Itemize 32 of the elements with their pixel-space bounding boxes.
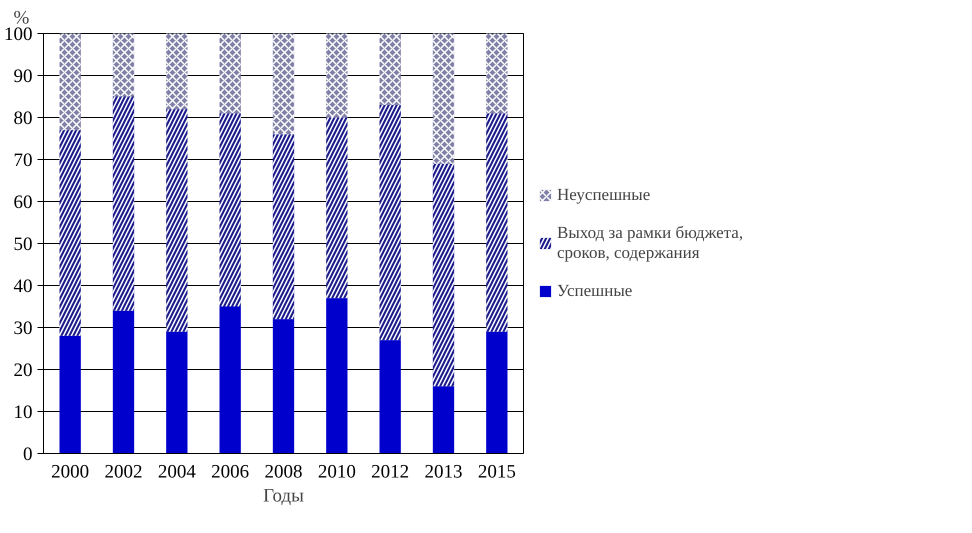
- y-tick-label: 40: [14, 276, 32, 297]
- y-tick-label: 50: [14, 234, 32, 255]
- y-tick-label: 30: [14, 318, 32, 339]
- legend-label: Выход за рамки бюджета, сроков, содержания: [557, 223, 744, 263]
- x-axis-title: Годы: [263, 486, 304, 506]
- y-tick-label: 20: [14, 360, 32, 381]
- y-tick-label: 80: [14, 108, 32, 129]
- bar: [486, 332, 508, 454]
- legend-label: Успешные: [557, 281, 632, 301]
- x-tick-label: 2004: [158, 462, 196, 482]
- bar: [272, 319, 294, 454]
- x-tick-label: 2013: [424, 462, 462, 482]
- y-tick-label: 70: [14, 150, 32, 171]
- x-tick-label: 2000: [51, 462, 90, 482]
- bar: [432, 386, 454, 454]
- y-tick-label: 60: [14, 192, 32, 213]
- y-tick-label: 90: [14, 66, 32, 87]
- bar: [166, 332, 188, 454]
- y-tick-label: 10: [14, 402, 32, 423]
- x-tick-label: 2010: [318, 462, 356, 482]
- legend-label: Неуспешные: [557, 185, 650, 205]
- bar: [220, 306, 241, 454]
- x-tick-label: 2008: [264, 462, 302, 482]
- bar: [326, 298, 348, 454]
- x-tick-label: 2015: [478, 462, 516, 482]
- x-tick-label: 2002: [104, 462, 142, 482]
- bar: [112, 310, 134, 454]
- bar: [60, 336, 81, 454]
- y-tick-label: 0: [23, 444, 32, 465]
- x-tick-label: 2012: [371, 462, 410, 482]
- bar: [380, 340, 401, 454]
- x-tick-label: 2006: [211, 462, 250, 482]
